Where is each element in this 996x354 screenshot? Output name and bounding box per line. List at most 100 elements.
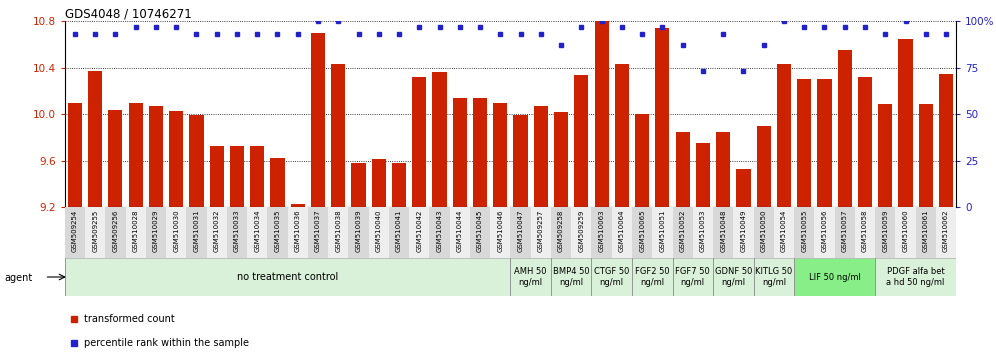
Bar: [270, 158, 285, 207]
Bar: [125, 207, 145, 258]
Bar: [875, 207, 895, 258]
Bar: [635, 114, 649, 207]
Bar: [352, 163, 366, 207]
Text: GSM510042: GSM510042: [416, 210, 422, 252]
Bar: [554, 112, 568, 207]
Bar: [672, 207, 693, 258]
Bar: [369, 207, 388, 258]
Bar: [655, 28, 669, 207]
Bar: [230, 145, 244, 207]
Bar: [349, 207, 369, 258]
Bar: [206, 207, 227, 258]
Text: KITLG 50
ng/ml: KITLG 50 ng/ml: [755, 267, 793, 287]
Bar: [572, 207, 592, 258]
Bar: [267, 207, 288, 258]
Text: GSM510056: GSM510056: [822, 210, 828, 252]
Bar: [736, 169, 751, 207]
Text: GSM510046: GSM510046: [497, 210, 503, 252]
Bar: [449, 207, 470, 258]
Bar: [409, 207, 429, 258]
Bar: [68, 103, 82, 207]
Bar: [288, 207, 308, 258]
Text: GSM509254: GSM509254: [72, 210, 78, 252]
Bar: [675, 132, 690, 207]
Text: GSM510063: GSM510063: [599, 210, 605, 252]
Bar: [65, 258, 510, 296]
Text: GSM510060: GSM510060: [902, 210, 908, 252]
Text: GSM509256: GSM509256: [113, 210, 119, 252]
Text: GSM510054: GSM510054: [781, 210, 787, 252]
Bar: [490, 207, 510, 258]
Text: GSM510029: GSM510029: [153, 210, 159, 252]
Text: GSM509258: GSM509258: [558, 210, 564, 252]
Bar: [311, 33, 325, 207]
Bar: [815, 207, 835, 258]
Bar: [388, 207, 409, 258]
Bar: [696, 143, 710, 207]
Text: GSM510048: GSM510048: [720, 210, 726, 252]
Bar: [575, 75, 589, 207]
Bar: [166, 207, 186, 258]
Text: BMP4 50
ng/ml: BMP4 50 ng/ml: [553, 267, 590, 287]
Bar: [148, 106, 163, 207]
Text: GSM510040: GSM510040: [375, 210, 381, 252]
Text: GSM510037: GSM510037: [315, 210, 321, 252]
Bar: [757, 126, 771, 207]
Bar: [716, 132, 730, 207]
Bar: [592, 207, 612, 258]
Bar: [915, 207, 936, 258]
Bar: [551, 258, 592, 296]
Bar: [328, 207, 349, 258]
Bar: [85, 207, 106, 258]
Bar: [878, 104, 892, 207]
Bar: [754, 258, 794, 296]
Text: GSM510061: GSM510061: [922, 210, 929, 252]
Bar: [777, 64, 791, 207]
Bar: [247, 207, 267, 258]
Text: GSM510059: GSM510059: [882, 210, 888, 252]
Bar: [109, 109, 123, 207]
Bar: [331, 64, 346, 207]
Text: GSM510055: GSM510055: [801, 210, 807, 252]
Text: GSM510064: GSM510064: [619, 210, 624, 252]
Bar: [774, 207, 794, 258]
Text: agent: agent: [4, 273, 32, 283]
Text: GSM510030: GSM510030: [173, 210, 179, 252]
Text: GSM510044: GSM510044: [457, 210, 463, 252]
Bar: [713, 258, 754, 296]
Bar: [551, 207, 572, 258]
Bar: [291, 204, 305, 207]
Bar: [936, 207, 956, 258]
Bar: [838, 50, 852, 207]
Bar: [531, 207, 551, 258]
Text: GSM510038: GSM510038: [336, 210, 342, 252]
Bar: [227, 207, 247, 258]
Text: GSM510050: GSM510050: [761, 210, 767, 252]
Bar: [693, 207, 713, 258]
Bar: [128, 103, 142, 207]
Bar: [615, 64, 628, 207]
Text: LIF 50 ng/ml: LIF 50 ng/ml: [809, 273, 861, 281]
Bar: [453, 98, 467, 207]
Bar: [895, 207, 915, 258]
Text: GSM510041: GSM510041: [396, 210, 402, 252]
Text: GSM510052: GSM510052: [679, 210, 685, 252]
Bar: [595, 21, 609, 207]
Text: GSM510028: GSM510028: [132, 210, 138, 252]
Bar: [186, 207, 206, 258]
Text: CTGF 50
ng/ml: CTGF 50 ng/ml: [594, 267, 629, 287]
Text: GSM510032: GSM510032: [214, 210, 220, 252]
Text: FGF7 50
ng/ml: FGF7 50 ng/ml: [675, 267, 710, 287]
Text: GSM510033: GSM510033: [234, 210, 240, 252]
Text: PDGF alfa bet
a hd 50 ng/ml: PDGF alfa bet a hd 50 ng/ml: [886, 267, 945, 287]
Bar: [652, 207, 672, 258]
Bar: [612, 207, 632, 258]
Bar: [835, 207, 855, 258]
Text: GSM510047: GSM510047: [518, 210, 524, 252]
Text: GSM510031: GSM510031: [193, 210, 199, 252]
Text: GSM510034: GSM510034: [254, 210, 260, 252]
Bar: [145, 207, 166, 258]
Bar: [65, 207, 85, 258]
Bar: [169, 111, 183, 207]
Bar: [392, 163, 406, 207]
